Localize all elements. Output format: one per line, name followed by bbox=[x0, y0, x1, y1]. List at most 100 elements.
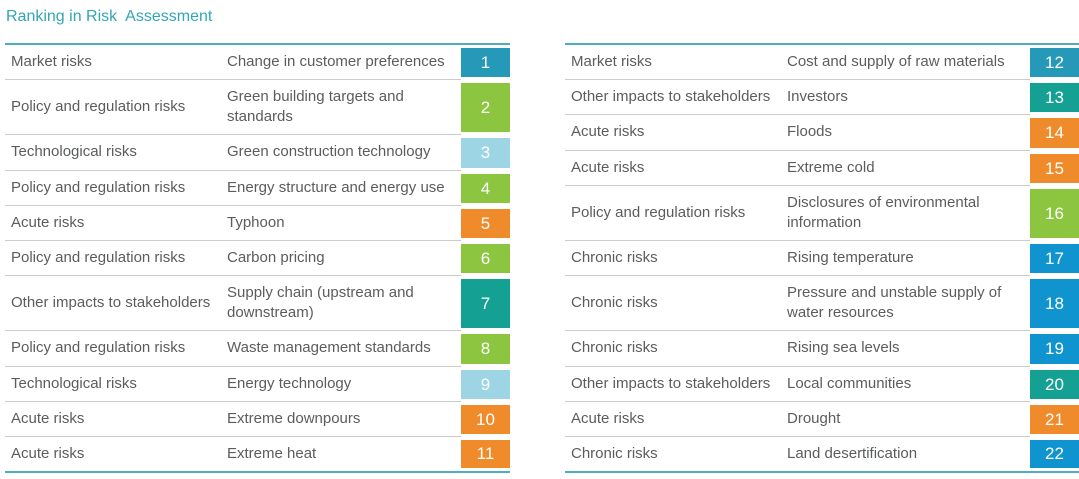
row-cells: Acute risks Drought bbox=[565, 402, 1030, 437]
risk-category-cell: Acute risks bbox=[571, 409, 645, 427]
risk-description-cell: Energy structure and energy use bbox=[227, 178, 445, 196]
rank-badge: 19 bbox=[1030, 334, 1079, 364]
risk-category-cell: Market risks bbox=[571, 53, 652, 71]
row-cells: Market risks Change in customer preferenc… bbox=[5, 45, 461, 81]
rank-badge: 5 bbox=[461, 208, 510, 238]
row-cells: Chronic risks Land desertification bbox=[565, 437, 1030, 471]
risk-description-cell: Extreme cold bbox=[787, 158, 875, 176]
risk-description-cell: Floods bbox=[787, 123, 833, 141]
risk-description-cell: Change in customer preferences bbox=[227, 53, 445, 71]
row-cells: Other impacts to stakeholders Local commu… bbox=[565, 367, 1030, 402]
row-cells: Chronic risks Rising sea levels bbox=[565, 331, 1030, 367]
table-row: Chronic risks Pressure and unstable suppl… bbox=[565, 276, 1079, 332]
risk-category-cell: Policy and regulation risks bbox=[11, 339, 186, 357]
table-row: Acute risks Floods 14 bbox=[565, 115, 1079, 151]
table-row: Policy and regulation risks Waste managem… bbox=[5, 331, 510, 367]
risk-category-cell: Chronic risks bbox=[571, 444, 658, 462]
row-cells: Acute risks Typhoon bbox=[5, 206, 461, 241]
row-cells: Chronic risks Pressure and unstable suppl… bbox=[565, 276, 1030, 332]
risk-description-cell: Extreme heat bbox=[227, 444, 317, 462]
risk-description-cell: Supply chain (upstream and downstream) bbox=[227, 284, 414, 322]
table-row: Acute risks Extreme heat 11 bbox=[5, 437, 510, 471]
row-cells: Policy and regulation risks Disclosures o… bbox=[565, 186, 1030, 241]
risk-category-cell: Technological risks bbox=[11, 143, 137, 161]
rank-badge: 18 bbox=[1030, 279, 1079, 329]
table-row: Acute risks Typhoon 5 bbox=[5, 206, 510, 241]
rank-badge: 8 bbox=[461, 334, 510, 364]
rank-badge: 7 bbox=[461, 279, 510, 329]
rank-badge: 10 bbox=[461, 404, 510, 434]
row-cells: Acute risks Extreme cold bbox=[565, 151, 1030, 186]
risk-category-cell: Other impacts to stakeholders bbox=[571, 374, 771, 392]
risk-table-right: Market risks Cost and supply of raw mater… bbox=[565, 43, 1079, 473]
risk-description-cell: Cost and supply of raw materials bbox=[787, 53, 1005, 71]
risk-category-cell: Technological risks bbox=[11, 374, 137, 392]
row-cells: Policy and regulation risks Carbon pricin… bbox=[5, 241, 461, 277]
rank-badge: 1 bbox=[461, 48, 510, 78]
risk-category-cell: Chronic risks bbox=[571, 339, 658, 357]
risk-description-cell: Typhoon bbox=[227, 213, 285, 231]
risk-description-cell: Rising sea levels bbox=[787, 339, 900, 357]
rank-badge: 4 bbox=[461, 173, 510, 203]
row-cells: Policy and regulation risks Waste managem… bbox=[5, 331, 461, 367]
rank-badge: 3 bbox=[461, 138, 510, 168]
risk-category-cell: Policy and regulation risks bbox=[11, 178, 186, 196]
risk-description-cell: Local communities bbox=[787, 374, 912, 392]
risk-description-cell: Pressure and unstable supply of water re… bbox=[787, 284, 1002, 322]
rank-badge: 13 bbox=[1030, 83, 1079, 113]
table-row: Chronic risks Rising temperature 17 bbox=[565, 241, 1079, 277]
risk-description-cell: Waste management standards bbox=[227, 339, 431, 357]
risk-description-cell: Carbon pricing bbox=[227, 249, 325, 267]
risk-description-cell: Green building targets and standards bbox=[227, 88, 404, 126]
risk-description-cell: Rising temperature bbox=[787, 249, 914, 267]
table-row: Other impacts to stakeholders Supply chai… bbox=[5, 276, 510, 332]
table-row: Market risks Change in customer preferenc… bbox=[5, 45, 510, 81]
rank-badge: 12 bbox=[1030, 48, 1079, 78]
row-cells: Technological risks Energy technology bbox=[5, 367, 461, 402]
rank-badge: 20 bbox=[1030, 369, 1079, 399]
rank-badge: 22 bbox=[1030, 439, 1079, 469]
rank-badge: 15 bbox=[1030, 153, 1079, 183]
risk-category-cell: Other impacts to stakeholders bbox=[571, 88, 771, 106]
row-cells: Technological risks Green construction te… bbox=[5, 135, 461, 171]
risk-description-cell: Energy technology bbox=[227, 374, 352, 392]
rank-badge: 16 bbox=[1030, 188, 1079, 238]
row-cells: Market risks Cost and supply of raw mater… bbox=[565, 45, 1030, 81]
table-row: Policy and regulation risks Carbon pricin… bbox=[5, 241, 510, 277]
rank-badge: 14 bbox=[1030, 118, 1079, 148]
rank-badge: 2 bbox=[461, 83, 510, 133]
risk-category-cell: Other impacts to stakeholders bbox=[11, 294, 211, 312]
risk-category-cell: Chronic risks bbox=[571, 294, 658, 312]
table-row: Technological risks Energy technology 9 bbox=[5, 367, 510, 402]
risk-category-cell: Acute risks bbox=[11, 213, 85, 231]
table-row: Acute risks Extreme downpours 10 bbox=[5, 402, 510, 437]
row-cells: Other impacts to stakeholders Supply chai… bbox=[5, 276, 461, 332]
row-cells: Policy and regulation risks Green buildin… bbox=[5, 80, 461, 136]
risk-description-cell: Extreme downpours bbox=[227, 409, 361, 427]
rank-badge: 9 bbox=[461, 369, 510, 399]
table-row: Policy and regulation risks Green buildin… bbox=[5, 80, 510, 136]
risk-description-cell: Green construction technology bbox=[227, 143, 431, 161]
table-row: Technological risks Green construction te… bbox=[5, 135, 510, 171]
rank-badge: 6 bbox=[461, 243, 510, 274]
risk-category-cell: Acute risks bbox=[571, 123, 645, 141]
table-row: Acute risks Drought 21 bbox=[565, 402, 1079, 437]
row-cells: Acute risks Floods bbox=[565, 115, 1030, 151]
table-row: Market risks Cost and supply of raw mater… bbox=[565, 45, 1079, 81]
table-row: Other impacts to stakeholders Local commu… bbox=[565, 367, 1079, 402]
risk-description-cell: Land desertification bbox=[787, 444, 918, 462]
rank-badge: 21 bbox=[1030, 404, 1079, 434]
risk-description-cell: Drought bbox=[787, 409, 841, 427]
row-cells: Acute risks Extreme heat bbox=[5, 437, 461, 471]
page-title: Ranking in Risk Assessment bbox=[6, 8, 213, 25]
table-row: Acute risks Extreme cold 15 bbox=[565, 151, 1079, 186]
row-cells: Policy and regulation risks Energy struct… bbox=[5, 171, 461, 206]
rank-badge: 17 bbox=[1030, 243, 1079, 274]
row-cells: Acute risks Extreme downpours bbox=[5, 402, 461, 437]
row-cells: Other impacts to stakeholders Investors bbox=[565, 80, 1030, 116]
rank-badge: 11 bbox=[461, 439, 510, 469]
table-row: Other impacts to stakeholders Investors 13 bbox=[565, 80, 1079, 116]
risk-table-left: Market risks Change in customer preferenc… bbox=[5, 43, 510, 473]
table-row: Policy and regulation risks Energy struct… bbox=[5, 171, 510, 206]
